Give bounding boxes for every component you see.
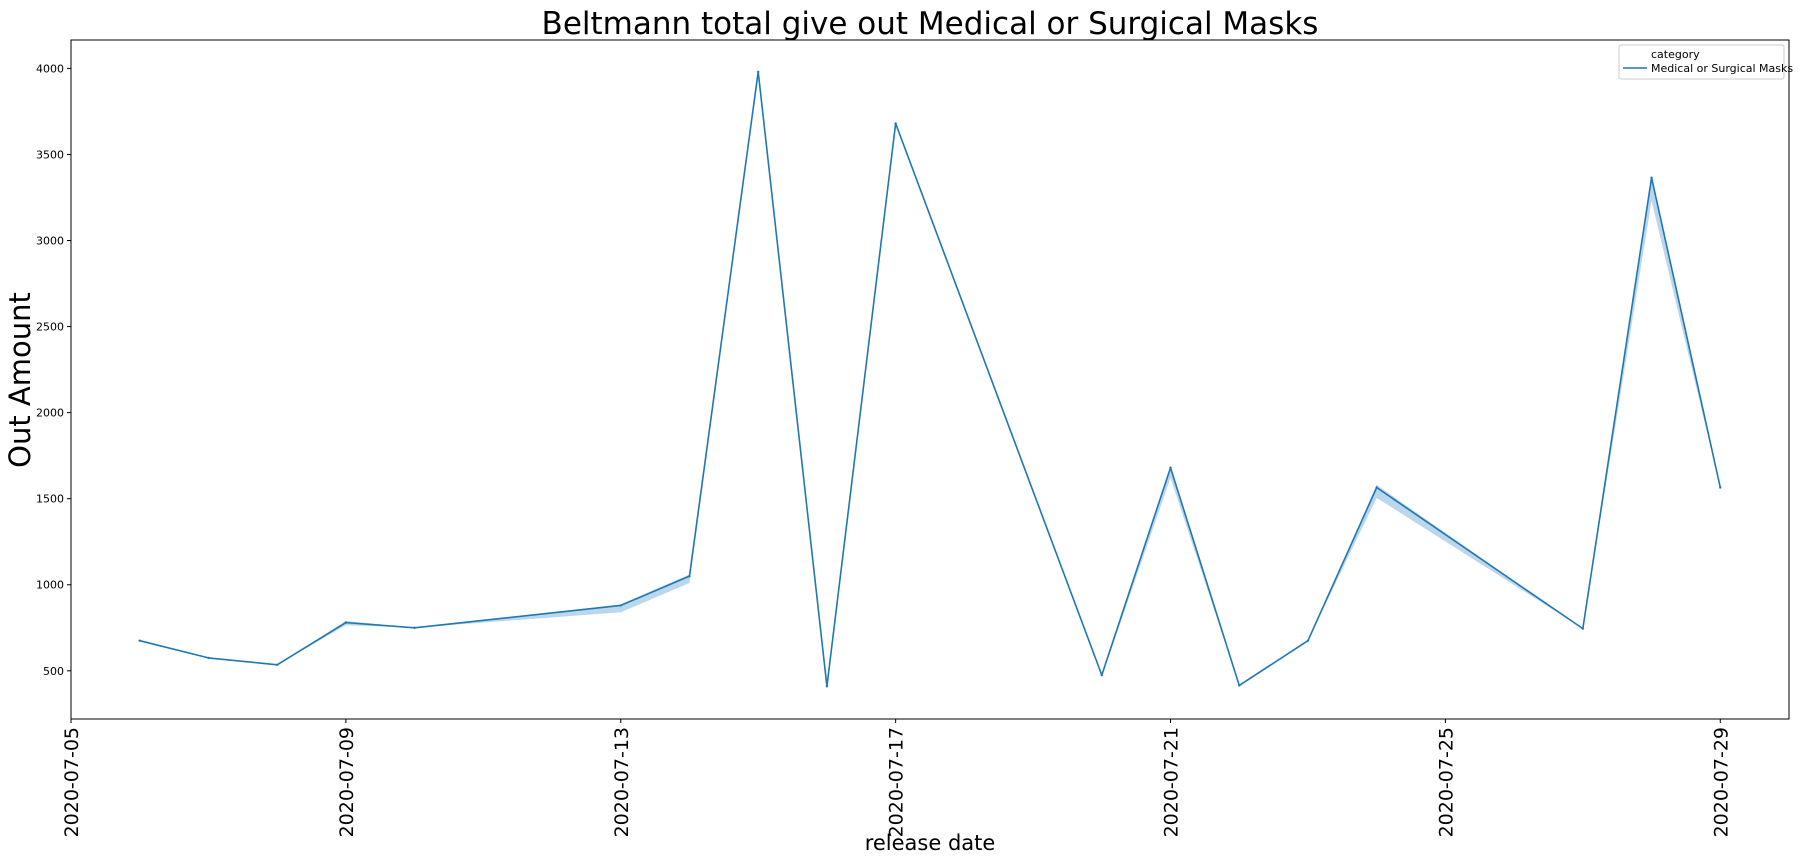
y-tick-label: 1500	[36, 493, 64, 506]
data-point	[1375, 486, 1378, 489]
data-point	[894, 122, 897, 125]
data-point	[1719, 486, 1722, 489]
x-tick-label: 2020-07-09	[336, 727, 358, 837]
x-tick-label: 2020-07-05	[61, 727, 83, 837]
data-point	[619, 604, 622, 607]
legend-title: category	[1651, 48, 1700, 61]
x-tick-label: 2020-07-21	[1161, 727, 1183, 837]
data-point	[757, 70, 760, 74]
data-point	[1238, 684, 1241, 687]
legend: category Medical or Surgical Masks	[1618, 44, 1793, 80]
x-axis-label: release date	[865, 831, 996, 855]
y-tick-label: 500	[43, 665, 64, 678]
data-point	[275, 663, 279, 666]
x-tick-label: 2020-07-25	[1435, 727, 1457, 837]
legend-entry: Medical or Surgical Masks	[1651, 62, 1793, 75]
y-tick-label: 3000	[36, 235, 64, 248]
x-tick-label: 2020-07-17	[886, 727, 908, 837]
confidence-band	[139, 71, 1721, 689]
chart-title: Beltmann total give out Medical or Surgi…	[542, 6, 1319, 42]
x-tick-label: 2020-07-13	[611, 727, 633, 837]
data-point	[1306, 639, 1310, 642]
data-point	[1169, 466, 1172, 469]
data-point	[1581, 627, 1585, 630]
data-point	[207, 656, 210, 660]
legend-box	[1618, 44, 1785, 80]
data-point	[1650, 176, 1653, 179]
y-tick-label: 2500	[36, 321, 64, 334]
data-point	[688, 574, 691, 578]
y-tick-label: 2000	[36, 407, 64, 420]
plot-frame	[70, 39, 1790, 720]
data-point	[825, 685, 829, 688]
data-point	[1100, 673, 1104, 677]
data-point	[138, 639, 141, 642]
plot-area: 500 1000 1500 2000 2500 3000 3500 4000 2020-07-0…	[36, 39, 1790, 837]
y-tick-label: 1000	[36, 579, 64, 592]
y-tick-label: 3500	[36, 148, 64, 161]
series-line	[139, 71, 1722, 688]
x-tick-label: 2020-07-29	[1710, 727, 1732, 837]
data-point	[413, 626, 416, 629]
y-axis-label: Out Amount	[3, 292, 37, 468]
y-tick-label: 4000	[36, 62, 64, 75]
data-point	[344, 621, 348, 624]
